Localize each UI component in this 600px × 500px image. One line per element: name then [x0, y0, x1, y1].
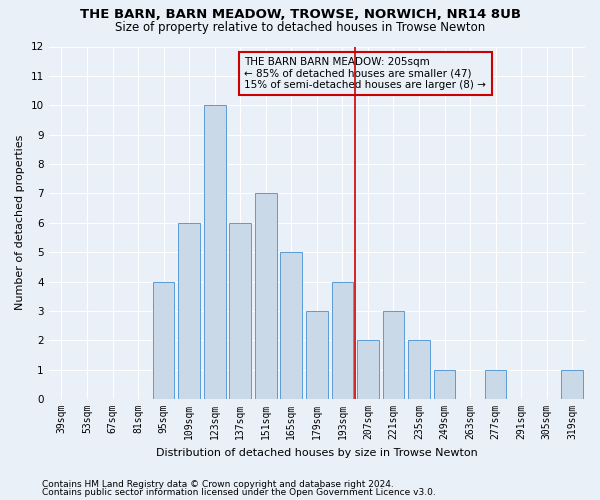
Bar [562, 370, 583, 399]
Bar [255, 194, 277, 399]
Text: THE BARN, BARN MEADOW, TROWSE, NORWICH, NR14 8UB: THE BARN, BARN MEADOW, TROWSE, NORWICH, … [79, 8, 521, 20]
Bar [306, 311, 328, 399]
Bar [434, 370, 455, 399]
Bar [229, 223, 251, 399]
Bar [178, 223, 200, 399]
Bar [332, 282, 353, 399]
Bar [485, 370, 506, 399]
Text: Contains HM Land Registry data © Crown copyright and database right 2024.: Contains HM Land Registry data © Crown c… [42, 480, 394, 489]
Bar [280, 252, 302, 399]
Text: THE BARN BARN MEADOW: 205sqm
← 85% of detached houses are smaller (47)
15% of se: THE BARN BARN MEADOW: 205sqm ← 85% of de… [244, 57, 487, 90]
Y-axis label: Number of detached properties: Number of detached properties [15, 135, 25, 310]
Bar [357, 340, 379, 399]
Bar [383, 311, 404, 399]
Bar [153, 282, 175, 399]
Bar [408, 340, 430, 399]
Text: Size of property relative to detached houses in Trowse Newton: Size of property relative to detached ho… [115, 21, 485, 34]
Bar [204, 106, 226, 399]
Text: Contains public sector information licensed under the Open Government Licence v3: Contains public sector information licen… [42, 488, 436, 497]
X-axis label: Distribution of detached houses by size in Trowse Newton: Distribution of detached houses by size … [156, 448, 478, 458]
